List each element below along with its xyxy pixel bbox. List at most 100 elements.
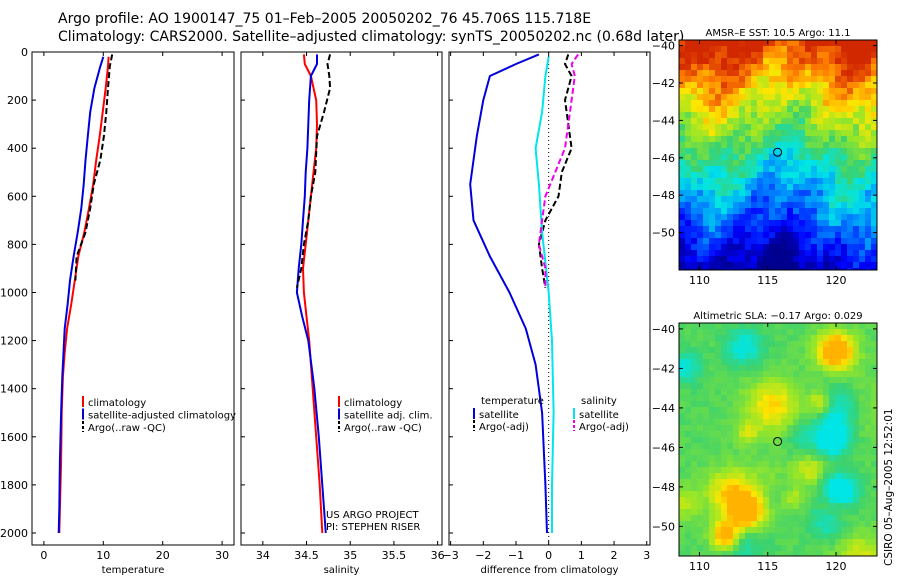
heatmap-cell	[829, 244, 836, 251]
heatmap-cell	[745, 389, 752, 396]
heatmap-cell	[745, 244, 752, 251]
heatmap-cell	[751, 52, 758, 59]
heatmap-cell	[865, 46, 872, 53]
heatmap-cell	[715, 244, 722, 251]
heatmap-cell	[829, 407, 836, 414]
heatmap-cell	[745, 473, 752, 480]
heatmap-cell	[715, 401, 722, 408]
heatmap-cell	[775, 244, 782, 251]
heatmap-cell	[763, 521, 770, 528]
heatmap-cell	[859, 82, 866, 89]
heatmap-cell	[709, 497, 716, 504]
heatmap-cell	[853, 419, 860, 426]
heatmap-cell	[751, 437, 758, 444]
heatmap-cell	[799, 443, 806, 450]
heatmap-cell	[793, 220, 800, 227]
heatmap-cell	[811, 497, 818, 504]
heatmap-cell	[697, 196, 704, 203]
heatmap-cell	[697, 365, 704, 372]
heatmap-cell	[799, 491, 806, 498]
heatmap-cell	[703, 142, 710, 149]
heatmap-cell	[787, 136, 794, 143]
series-line-satellite-adj-clim	[295, 54, 327, 534]
heatmap-cell	[859, 347, 866, 354]
heatmap-cell	[721, 214, 728, 221]
heatmap-cell	[739, 160, 746, 167]
heatmap-cell	[757, 226, 764, 233]
heatmap-cell	[721, 166, 728, 173]
heatmap-cell	[829, 539, 836, 546]
heatmap-cell	[727, 425, 734, 432]
heatmap-cell	[859, 250, 866, 257]
heatmap-cell	[727, 419, 734, 426]
heatmap-cell	[709, 58, 716, 65]
heatmap-cell	[871, 371, 878, 378]
heatmap-cell	[865, 395, 872, 402]
heatmap-cell	[727, 377, 734, 384]
heatmap-cell	[733, 395, 740, 402]
heatmap-cell	[871, 449, 878, 456]
heatmap-cell	[727, 509, 734, 516]
heatmap-cell	[793, 178, 800, 185]
heatmap-cell	[709, 70, 716, 77]
heatmap-cell	[799, 82, 806, 89]
heatmap-cell	[871, 262, 878, 269]
heatmap-cell	[763, 467, 770, 474]
heatmap-cell	[853, 497, 860, 504]
heatmap-cell	[721, 130, 728, 137]
heatmap-cell	[685, 395, 692, 402]
heatmap-cell	[847, 455, 854, 462]
heatmap-cell	[751, 533, 758, 540]
x-tick-label: 35	[343, 549, 357, 562]
heatmap-cell	[703, 250, 710, 257]
heatmap-cell	[811, 341, 818, 348]
heatmap-cell	[793, 148, 800, 155]
heatmap-cell	[841, 238, 848, 245]
heatmap-cell	[853, 100, 860, 107]
heatmap-cell	[835, 479, 842, 486]
heatmap-cell	[757, 467, 764, 474]
heatmap-cell	[781, 461, 788, 468]
heatmap-cell	[715, 88, 722, 95]
heatmap-cell	[823, 437, 830, 444]
heatmap-cell	[685, 124, 692, 131]
heatmap-cell	[805, 184, 812, 191]
heatmap-cell	[841, 467, 848, 474]
heatmap-cell	[811, 196, 818, 203]
heatmap-cell	[841, 82, 848, 89]
heatmap-cell	[727, 160, 734, 167]
heatmap-cell	[859, 353, 866, 360]
heatmap-cell	[733, 100, 740, 107]
heatmap-cell	[715, 449, 722, 456]
heatmap-cell	[739, 178, 746, 185]
heatmap-cell	[763, 238, 770, 245]
heatmap-cell	[709, 329, 716, 336]
heatmap-cell	[709, 166, 716, 173]
heatmap-cell	[841, 365, 848, 372]
heatmap-cell	[709, 184, 716, 191]
heatmap-cell	[751, 449, 758, 456]
heatmap-cell	[805, 202, 812, 209]
heatmap-cell	[805, 329, 812, 336]
heatmap-cell	[685, 443, 692, 450]
heatmap-cell	[691, 479, 698, 486]
heatmap-cell	[817, 509, 824, 516]
heatmap-cell	[703, 214, 710, 221]
heatmap-cell	[853, 323, 860, 330]
heatmap-cell	[721, 521, 728, 528]
heatmap-cell	[835, 485, 842, 492]
y-tick-label: 0	[21, 46, 28, 59]
heatmap-cell	[715, 551, 722, 557]
heatmap-cell	[853, 461, 860, 468]
heatmap-cell	[745, 533, 752, 540]
heatmap-cell	[763, 172, 770, 179]
heatmap-cell	[811, 323, 818, 330]
heatmap-cell	[757, 359, 764, 366]
heatmap-cell	[709, 467, 716, 474]
heatmap-cell	[691, 437, 698, 444]
heatmap-cell	[805, 383, 812, 390]
heatmap-cell	[835, 148, 842, 155]
heatmap-cell	[715, 40, 722, 47]
heatmap-cell	[751, 551, 758, 557]
heatmap-cell	[781, 377, 788, 384]
